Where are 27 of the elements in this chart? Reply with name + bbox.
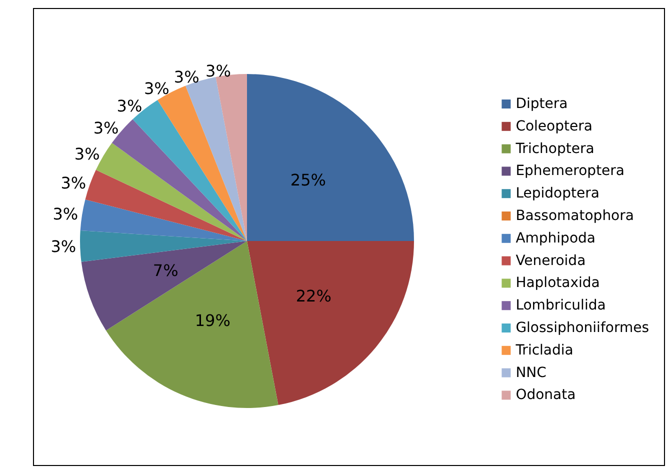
legend-label: Diptera <box>516 96 568 112</box>
legend-label: Ephemeroptera <box>516 163 625 180</box>
legend-label: NNC <box>516 364 547 381</box>
legend-label: Lombriculida <box>516 298 606 314</box>
data-label: 25% <box>290 170 326 190</box>
data-label: 3% <box>74 144 100 164</box>
legend-label: Trichoptera <box>514 140 594 157</box>
legend-label: Tricladia <box>514 342 574 358</box>
data-label: 22% <box>296 286 332 306</box>
data-label: 19% <box>194 310 230 330</box>
data-label: 3% <box>206 61 231 80</box>
data-label: 3% <box>50 236 76 256</box>
data-label: 3% <box>52 204 78 224</box>
data-label: 7% <box>152 260 178 280</box>
legend-label: Coleoptera <box>516 118 592 134</box>
legend-label: Glossiphoniiformes <box>516 320 650 336</box>
legend-label: Bassomatophora <box>516 208 634 224</box>
legend-label: Lepidoptera <box>516 186 600 202</box>
data-label: 3% <box>60 174 86 193</box>
data-label: 3% <box>93 118 119 138</box>
legend-label: Haplotaxida <box>516 275 600 292</box>
data-label: 3% <box>144 79 170 98</box>
data-label: 3% <box>116 96 142 116</box>
legend-label: Amphipoda <box>516 230 596 246</box>
data-label: 3% <box>174 67 200 86</box>
legend-label: Odonata <box>516 387 576 404</box>
legend-label: Veneroida <box>516 252 586 269</box>
